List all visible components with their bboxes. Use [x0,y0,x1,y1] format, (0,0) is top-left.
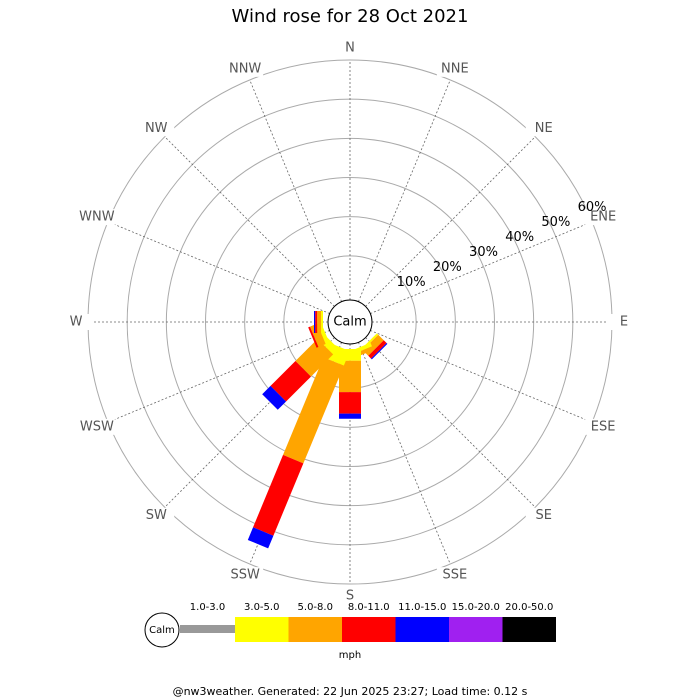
label-bg [436,60,473,77]
legend-swatch [235,617,289,642]
bar-segment [313,311,316,333]
r-tick-label: 30% [469,245,498,260]
spoke [164,136,335,307]
direction-label: S [346,589,354,604]
bar-segment [309,323,326,347]
bar-segment [339,360,361,393]
bar-segment [308,326,319,348]
legend-label: 8.0-11.0 [348,602,390,613]
calm-circle [327,299,373,345]
r-tick-label: 60% [578,200,607,215]
direction-label: SSW [230,568,260,583]
spoke [107,330,330,423]
direction-label: ESE [591,419,616,434]
legend-label: 3.0-5.0 [244,602,279,613]
direction-label: N [345,41,355,56]
bar-segment [368,340,387,359]
direction-label: W [70,315,83,330]
legend-calm [144,612,180,648]
grid-ring [244,216,456,428]
chart-title: Wind rose for 28 Oct 2021 [232,6,469,27]
label-bg [227,567,264,584]
legend-calm-label: Calm [149,625,175,636]
spoke [107,221,330,314]
spoke [249,79,342,302]
calm-label: Calm [333,315,366,330]
legend-swatch [342,617,396,642]
spoke [358,79,451,302]
bar-segment [295,338,334,377]
direction-label: WSW [80,419,114,434]
bar-segment [339,392,361,414]
direction-label: WNW [79,210,115,225]
direction-label: SE [536,508,552,523]
legend-label: 15.0-20.0 [452,602,500,613]
direction-label: NNW [229,61,261,76]
label-bg [332,588,368,604]
bar-segment [315,311,318,333]
direction-label: ENE [590,210,616,225]
spoke [370,330,593,423]
spoke [365,136,536,307]
legend-swatch [180,625,235,633]
bar-segment [270,361,311,402]
direction-label: NE [535,121,553,136]
label-bg [78,418,115,435]
label-bg [525,120,562,137]
legend-label: 20.0-50.0 [505,602,553,613]
legend-label: 1.0-3.0 [190,602,225,613]
unit-label: mph [339,650,361,661]
label-bg [606,314,642,330]
direction-label: SW [146,508,167,523]
label-bg [436,567,473,584]
legend-label: 5.0-8.0 [298,602,333,613]
bar-segment [247,527,274,549]
label-bg [138,507,175,524]
r-tick-label: 10% [397,275,426,290]
direction-label: E [620,315,628,330]
r-tick-label: 40% [505,230,534,245]
direction-label: NW [145,121,168,136]
label-bg [58,314,94,330]
bar-segment [339,413,361,419]
label-bg [585,209,622,226]
footer: @nw3weather. Generated: 22 Jun 2025 23:2… [173,685,528,698]
legend-swatch [502,617,556,642]
label-bg [78,209,115,226]
bar-segment [262,385,287,410]
spoke [358,342,451,565]
bar-segment [371,343,388,360]
spoke [370,221,593,314]
legend-swatch [449,617,503,642]
bar-segment [317,311,322,333]
direction-label: SSE [442,568,467,583]
legend-label: 11.0-15.0 [398,602,446,613]
bar-segment [253,454,304,536]
legend-swatch [395,617,449,642]
label-bg [138,120,175,137]
spoke [365,337,536,508]
label-bg [525,507,562,524]
r-tick-label: 50% [541,215,570,230]
direction-label: NNE [441,61,469,76]
grid-ring [205,177,495,467]
bar-segment [321,311,323,333]
label-bg [332,40,368,56]
label-bg [585,418,622,435]
label-bg [227,60,264,77]
bar-segment [283,357,344,464]
legend-swatch [288,617,342,642]
r-tick-label: 20% [433,260,462,275]
